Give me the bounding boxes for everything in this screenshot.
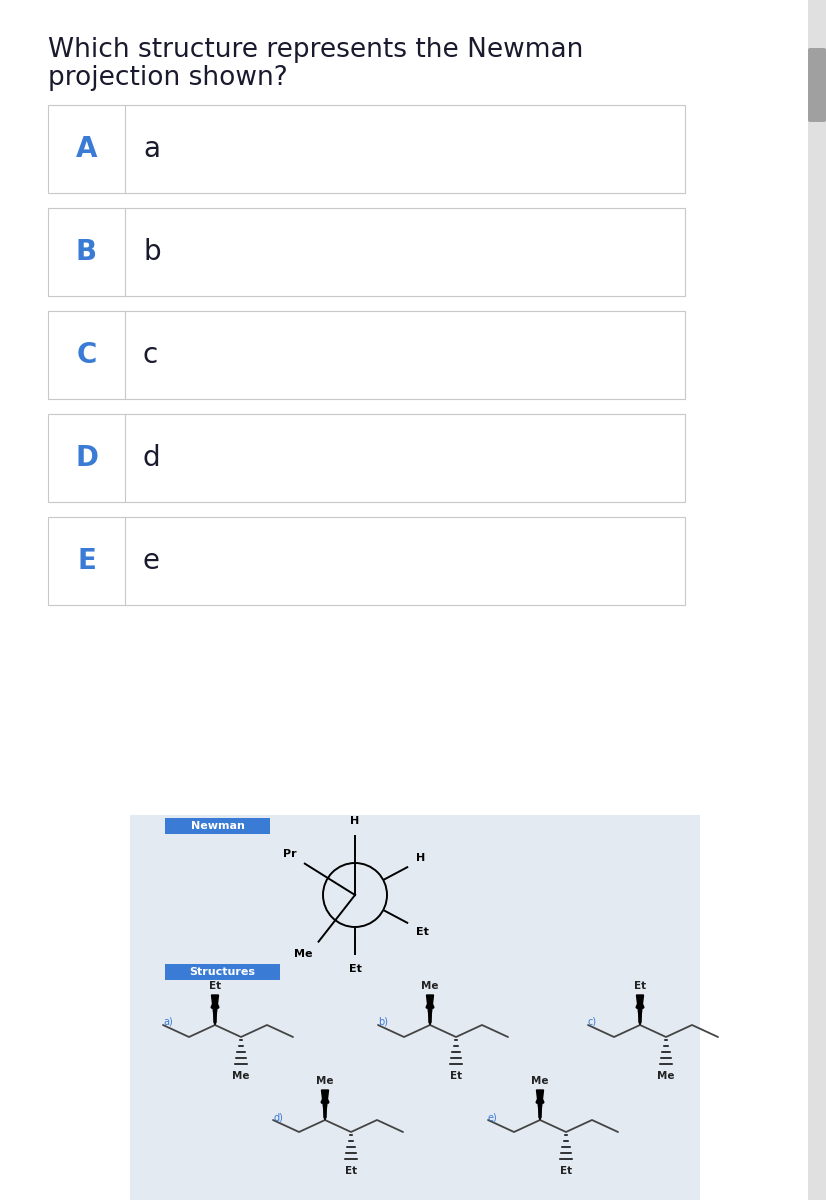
Text: e: e — [143, 547, 160, 575]
Polygon shape — [537, 1090, 544, 1120]
Text: Which structure represents the Newman: Which structure represents the Newman — [48, 37, 583, 62]
Text: Me: Me — [294, 949, 313, 959]
FancyBboxPatch shape — [48, 517, 685, 605]
Text: Me: Me — [657, 1070, 675, 1081]
Polygon shape — [321, 1090, 329, 1120]
Text: Et: Et — [450, 1070, 462, 1081]
Text: b: b — [143, 238, 160, 266]
Text: Et: Et — [415, 928, 429, 937]
Text: e): e) — [488, 1112, 498, 1122]
Text: Pr: Pr — [283, 848, 297, 858]
Text: a: a — [143, 134, 160, 163]
Polygon shape — [426, 995, 434, 1025]
Text: Me: Me — [316, 1076, 334, 1086]
Text: Me: Me — [232, 1070, 249, 1081]
Text: c: c — [143, 341, 159, 370]
Text: Et: Et — [634, 982, 646, 991]
Text: Et: Et — [209, 982, 221, 991]
FancyBboxPatch shape — [130, 815, 700, 1200]
FancyBboxPatch shape — [165, 818, 270, 834]
Text: H: H — [350, 816, 359, 826]
Text: Newman: Newman — [191, 821, 244, 830]
FancyBboxPatch shape — [808, 48, 826, 122]
Text: D: D — [75, 444, 98, 472]
Text: d: d — [143, 444, 160, 472]
Text: E: E — [77, 547, 96, 575]
Text: b): b) — [378, 1018, 388, 1027]
Text: Me: Me — [531, 1076, 548, 1086]
FancyBboxPatch shape — [48, 414, 685, 502]
Text: Me: Me — [421, 982, 439, 991]
Polygon shape — [637, 995, 643, 1025]
Text: d): d) — [273, 1112, 282, 1122]
Text: H: H — [415, 853, 425, 863]
Text: A: A — [76, 134, 97, 163]
Text: C: C — [76, 341, 97, 370]
FancyBboxPatch shape — [48, 311, 685, 398]
FancyBboxPatch shape — [48, 208, 685, 296]
FancyBboxPatch shape — [808, 0, 826, 1200]
FancyBboxPatch shape — [48, 104, 685, 193]
Text: projection shown?: projection shown? — [48, 65, 287, 91]
Text: Structures: Structures — [189, 967, 255, 977]
Polygon shape — [211, 995, 219, 1025]
Text: B: B — [76, 238, 97, 266]
Text: Et: Et — [349, 964, 362, 974]
Text: Et: Et — [560, 1166, 572, 1176]
FancyBboxPatch shape — [165, 964, 280, 980]
Text: a): a) — [163, 1018, 173, 1027]
Text: c): c) — [588, 1018, 597, 1027]
Text: Et: Et — [345, 1166, 357, 1176]
